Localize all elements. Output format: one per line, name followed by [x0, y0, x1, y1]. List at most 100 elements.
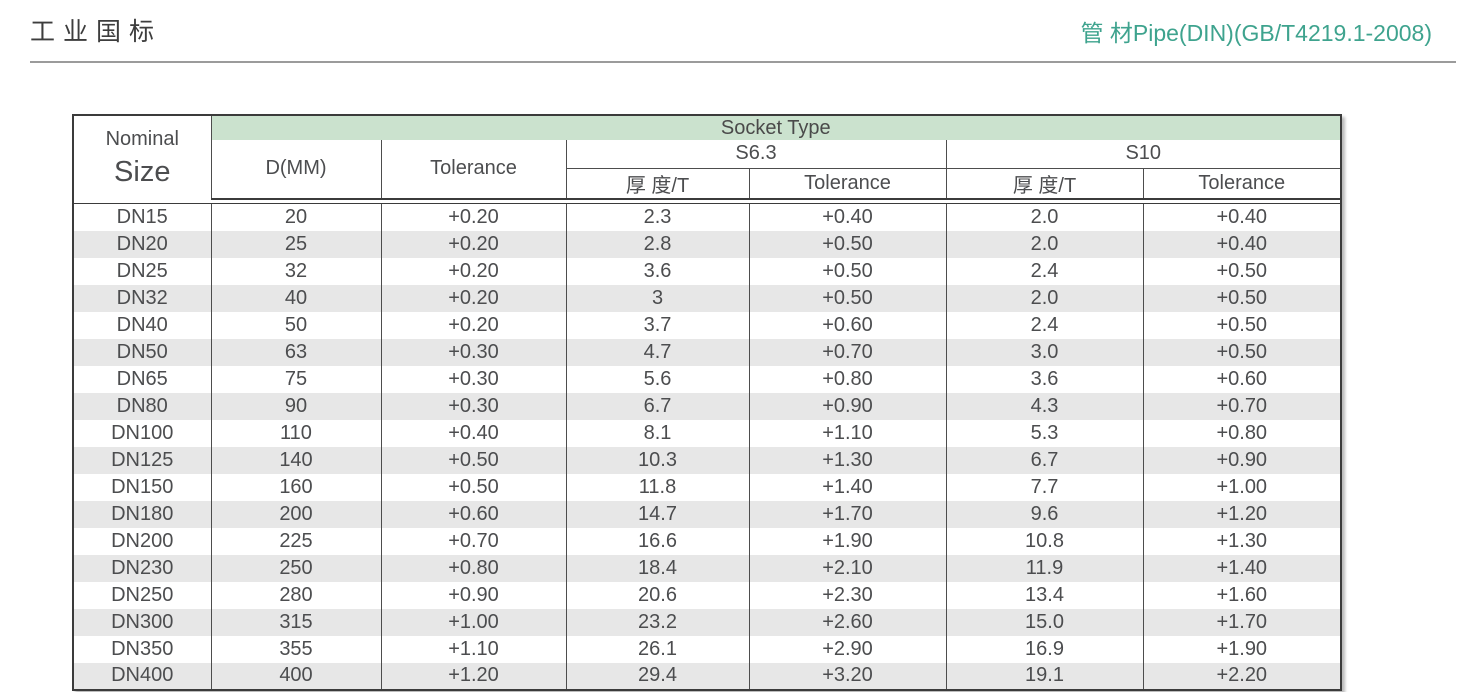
table-cell: 2.4 [945, 311, 1143, 339]
table-cell: 6.7 [945, 446, 1143, 474]
table-body: DN15 20 +0.20 2.3 +0.40 2.0 +0.40 DN20 25 +0.20 2.… [73, 203, 1342, 690]
table-cell: +0.30 [380, 392, 566, 420]
table-cell: +1.20 [380, 662, 566, 690]
document-title: 管 材Pipe(DIN)(GB/T4219.1-2008) [1080, 20, 1432, 46]
table-cell: 23.2 [565, 608, 749, 636]
table-cell: +0.90 [748, 392, 946, 420]
table-cell: +1.30 [748, 446, 946, 474]
table-cell: 10.3 [565, 446, 749, 474]
table-row: DN80 90 +0.30 6.7 +0.90 4.3 +0.70 [73, 392, 1342, 420]
table-cell: 3.6 [565, 257, 749, 285]
header-s63-tolerance: Tolerance [748, 168, 946, 200]
table-cell: +0.90 [380, 581, 566, 609]
table-cell: +0.30 [380, 365, 566, 393]
table-cell: +1.30 [1142, 527, 1342, 555]
table-row: DN400 400 +1.20 29.4 +3.20 19.1 +2.20 [73, 662, 1342, 690]
header-socket-type: Socket Type [211, 115, 1342, 140]
row-label: DN300 [111, 610, 174, 633]
table-header: Nominal Size Socket Type D(MM) Tolerance… [73, 115, 1342, 204]
table-cell: 16.9 [945, 635, 1143, 663]
table-row: DN15 20 +0.20 2.3 +0.40 2.0 +0.40 [73, 203, 1342, 231]
table-cell: +2.30 [748, 581, 946, 609]
table-cell: +0.40 [1142, 203, 1342, 231]
table-cell: +0.80 [1142, 419, 1342, 447]
table-cell: 2.0 [945, 284, 1143, 312]
table-cell: +1.40 [748, 473, 946, 501]
table-cell: 13.4 [945, 581, 1143, 609]
table-cell: 40 [210, 284, 381, 312]
header-group-s10: S10 [945, 140, 1342, 169]
table-cell: 3 [565, 284, 749, 312]
row-label: DN250 [111, 583, 174, 606]
table-row: DN40 50 +0.20 3.7 +0.60 2.4 +0.50 [73, 311, 1342, 339]
pipe-spec-table: Nominal Size Socket Type D(MM) Tolerance… [72, 114, 1343, 691]
table-cell: +0.50 [748, 284, 946, 312]
table-cell: +0.50 [380, 446, 566, 474]
table-cell: 75 [210, 365, 381, 393]
table-cell: +0.50 [380, 473, 566, 501]
table-row: DN350 355 +1.10 26.1 +2.90 16.9 +1.90 [73, 635, 1342, 663]
table-row: DN50 63 +0.30 4.7 +0.70 3.0 +0.50 [73, 338, 1342, 366]
table-cell: +0.50 [1142, 257, 1342, 285]
header-s63-thickness: 厚 度/T [565, 168, 749, 200]
table-cell: +2.10 [748, 554, 946, 582]
table-cell: +0.80 [748, 365, 946, 393]
table-cell: +0.50 [1142, 338, 1342, 366]
table-cell: 18.4 [565, 554, 749, 582]
table-cell: 400 [210, 662, 381, 690]
table-cell: +0.60 [380, 500, 566, 528]
table-cell: +0.50 [1142, 311, 1342, 339]
table-row: DN300 315 +1.00 23.2 +2.60 15.0 +1.70 [73, 608, 1342, 636]
header-nominal-size: Nominal Size [73, 115, 212, 199]
header-nominal-line2: Size [114, 156, 171, 189]
table-cell: 9.6 [945, 500, 1143, 528]
table-cell: 4.7 [565, 338, 749, 366]
table-cell: +0.50 [748, 230, 946, 258]
row-label: DN125 [111, 448, 174, 471]
table-cell: 3.0 [945, 338, 1143, 366]
table-cell: 8.1 [565, 419, 749, 447]
table-cell: +0.60 [748, 311, 946, 339]
table-cell: 110 [210, 419, 381, 447]
table-cell: +1.70 [748, 500, 946, 528]
header-s10-tolerance: Tolerance [1142, 168, 1342, 200]
table-cell: +0.70 [380, 527, 566, 555]
row-label: DN200 [111, 529, 174, 552]
table-cell: +0.20 [380, 203, 566, 231]
table-cell: 2.0 [945, 230, 1143, 258]
table-cell: +1.20 [1142, 500, 1342, 528]
row-label: DN65 [116, 367, 168, 390]
row-label: DN350 [111, 637, 174, 660]
table-cell: 25 [210, 230, 381, 258]
table-cell: +0.70 [748, 338, 946, 366]
table-cell: 6.7 [565, 392, 749, 420]
table-row: DN200 225 +0.70 16.6 +1.90 10.8 +1.30 [73, 527, 1342, 555]
table-cell: 63 [210, 338, 381, 366]
table-cell: 355 [210, 635, 381, 663]
row-label: DN150 [111, 475, 174, 498]
table-row: DN125 140 +0.50 10.3 +1.30 6.7 +0.90 [73, 446, 1342, 474]
table-row: DN32 40 +0.20 3 +0.50 2.0 +0.50 [73, 284, 1342, 312]
table-cell: +0.20 [380, 257, 566, 285]
row-label: DN80 [116, 394, 168, 417]
table-cell: 3.6 [945, 365, 1143, 393]
table-cell: 160 [210, 473, 381, 501]
table-cell: 315 [210, 608, 381, 636]
header-group-s63: S6.3 [565, 140, 946, 169]
table-cell: +0.50 [748, 257, 946, 285]
table-cell: 2.8 [565, 230, 749, 258]
table-cell: +0.20 [380, 230, 566, 258]
row-label: DN50 [116, 340, 168, 363]
table-cell: +1.40 [1142, 554, 1342, 582]
table-cell: +0.60 [1142, 365, 1342, 393]
table-row: DN100 110 +0.40 8.1 +1.10 5.3 +0.80 [73, 419, 1342, 447]
table-cell: 16.6 [565, 527, 749, 555]
row-label: DN32 [116, 286, 168, 309]
table-cell: 225 [210, 527, 381, 555]
table-cell: 50 [210, 311, 381, 339]
header-s10-thickness: 厚 度/T [945, 168, 1143, 200]
header-d-mm: D(MM) [210, 140, 381, 200]
row-label: DN25 [116, 259, 168, 282]
table-cell: 90 [210, 392, 381, 420]
table-cell: 20 [210, 203, 381, 231]
